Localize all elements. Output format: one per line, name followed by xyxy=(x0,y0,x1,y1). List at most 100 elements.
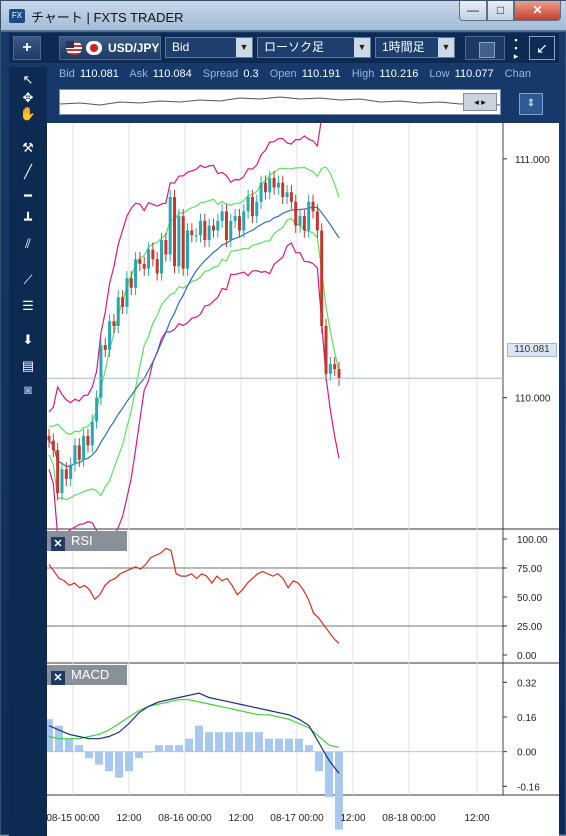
rsi-tick-label: 25.00 xyxy=(517,622,542,633)
candle-body xyxy=(246,197,250,212)
price-type-select[interactable]: Bid ▼ xyxy=(165,37,253,58)
candle-body xyxy=(311,201,315,212)
horizontal-line-icon[interactable]: ━ xyxy=(24,188,32,203)
rsi-panel-label: ✕ RSI xyxy=(47,531,127,551)
candle-body xyxy=(77,445,81,460)
candle-body xyxy=(250,197,254,217)
macd-histogram-bar xyxy=(95,751,103,765)
candle-body xyxy=(220,211,224,221)
add-chart-button[interactable]: + xyxy=(13,36,41,60)
macd-histogram-bar xyxy=(175,745,183,752)
chart-settings-icon[interactable]: ⇕ xyxy=(519,93,543,115)
candle-body xyxy=(108,321,112,350)
macd-histogram-bar xyxy=(47,719,53,752)
macd-line xyxy=(48,692,340,774)
candle-body xyxy=(125,278,129,307)
candle-body xyxy=(103,345,107,350)
macd-histogram-bar xyxy=(245,732,253,752)
low-label: Low xyxy=(429,68,450,80)
candle-body xyxy=(129,278,133,288)
candle-body xyxy=(69,464,73,479)
open-label: Open xyxy=(269,68,297,80)
hand-icon[interactable]: ✋ xyxy=(19,106,37,121)
channel-icon[interactable]: ⫽ xyxy=(25,236,31,251)
crosshair-icon[interactable]: ✥ xyxy=(22,90,34,105)
macd-label: MACD xyxy=(71,667,110,682)
chart-canvas[interactable]: 111.000 110.000 100.00 75.00 50.00 25.00 0.00 0… xyxy=(47,123,559,836)
bollinger-upper-line xyxy=(48,123,322,413)
download-icon[interactable]: ⬇ xyxy=(22,332,34,347)
candle-body xyxy=(112,321,116,326)
candle-body xyxy=(138,259,142,264)
period-value: 1時間足 xyxy=(382,40,425,54)
fan-icon[interactable]: ⟋ xyxy=(23,272,33,287)
vertical-line-icon[interactable]: ┻ xyxy=(24,212,32,227)
candle-body xyxy=(82,435,86,460)
macd-histogram-bar xyxy=(315,751,323,772)
cursor-icon[interactable]: ↖ xyxy=(22,72,34,87)
line-icon[interactable]: ╱ xyxy=(24,164,32,179)
macd-tick-label: -0.16 xyxy=(517,782,540,793)
macd-histogram-bar xyxy=(265,738,273,752)
macd-histogram-bar xyxy=(75,745,83,752)
bid-value: 110.081 xyxy=(79,68,119,80)
fibonacci-icon[interactable]: ☰ xyxy=(22,298,34,313)
chart-area[interactable]: 111.000 110.000 100.00 75.00 50.00 25.00 0.00 0… xyxy=(47,123,559,836)
candle-body xyxy=(177,216,181,267)
time-tick-label: 08-17 00:00 xyxy=(270,813,324,824)
macd-tick-label: 0.32 xyxy=(517,678,537,689)
candle-body xyxy=(255,201,259,217)
overview-handle[interactable]: ◂ ▸ xyxy=(463,93,497,111)
candle-body xyxy=(216,220,220,231)
us-flag-icon xyxy=(66,41,82,55)
maximize-button[interactable]: □ xyxy=(487,1,514,21)
period-select[interactable]: 1時間足 ▼ xyxy=(375,37,455,58)
macd-histogram-bar xyxy=(325,751,333,798)
candle-body xyxy=(186,230,190,269)
macd-histogram-bar xyxy=(105,751,113,772)
candle-body xyxy=(160,240,164,274)
overview-navigator[interactable] xyxy=(59,89,501,115)
spread-value: 0.3 xyxy=(243,68,259,80)
candle-body xyxy=(324,326,328,374)
menu-icon[interactable]: ▪ ▪ ▸ xyxy=(513,35,519,61)
candle-body xyxy=(224,211,228,241)
layout-button[interactable] xyxy=(465,36,505,60)
candle-body xyxy=(203,220,207,241)
close-icon[interactable]: ✕ xyxy=(51,537,65,551)
macd-histogram-bar xyxy=(165,745,173,752)
app-icon: FX xyxy=(9,9,25,23)
close-button[interactable]: ✕ xyxy=(514,1,561,21)
candle-body xyxy=(194,235,198,237)
macd-histogram-bar xyxy=(125,751,133,772)
candle-body xyxy=(47,435,51,441)
minimize-button[interactable]: — xyxy=(459,1,487,21)
candle-body xyxy=(90,421,94,446)
list-icon[interactable]: ▤ xyxy=(21,358,35,373)
candle-body xyxy=(307,201,311,231)
macd-histogram-bar xyxy=(145,751,153,753)
chart-type-select[interactable]: ローソク足 ▼ xyxy=(257,37,371,58)
candle-body xyxy=(190,230,194,236)
symbol-button[interactable]: USD/JPY xyxy=(59,36,161,60)
candle-body xyxy=(272,177,276,188)
candle-body xyxy=(181,216,185,269)
candle-body xyxy=(116,297,120,326)
candle-body xyxy=(328,364,332,374)
current-price-tag: 110.081 xyxy=(507,343,557,357)
time-tick-label: 12:00 xyxy=(464,813,489,824)
candle-body xyxy=(298,216,302,226)
pin-icon[interactable]: ⚒ xyxy=(22,140,34,155)
price-tick-label: 110.000 xyxy=(515,394,551,405)
rsi-tick-label: 0.00 xyxy=(517,651,537,662)
detach-arrow-icon[interactable]: ↙ xyxy=(529,36,555,60)
macd-histogram-bar xyxy=(285,738,293,752)
close-icon[interactable]: ✕ xyxy=(51,671,65,685)
macd-histogram-bar xyxy=(185,738,193,752)
candle-body xyxy=(164,240,168,255)
camera-icon[interactable]: ◙ xyxy=(24,382,32,397)
low-value: 110.077 xyxy=(454,68,494,80)
candle-body xyxy=(315,211,319,231)
time-tick-label: 08-18 00:00 xyxy=(382,813,436,824)
